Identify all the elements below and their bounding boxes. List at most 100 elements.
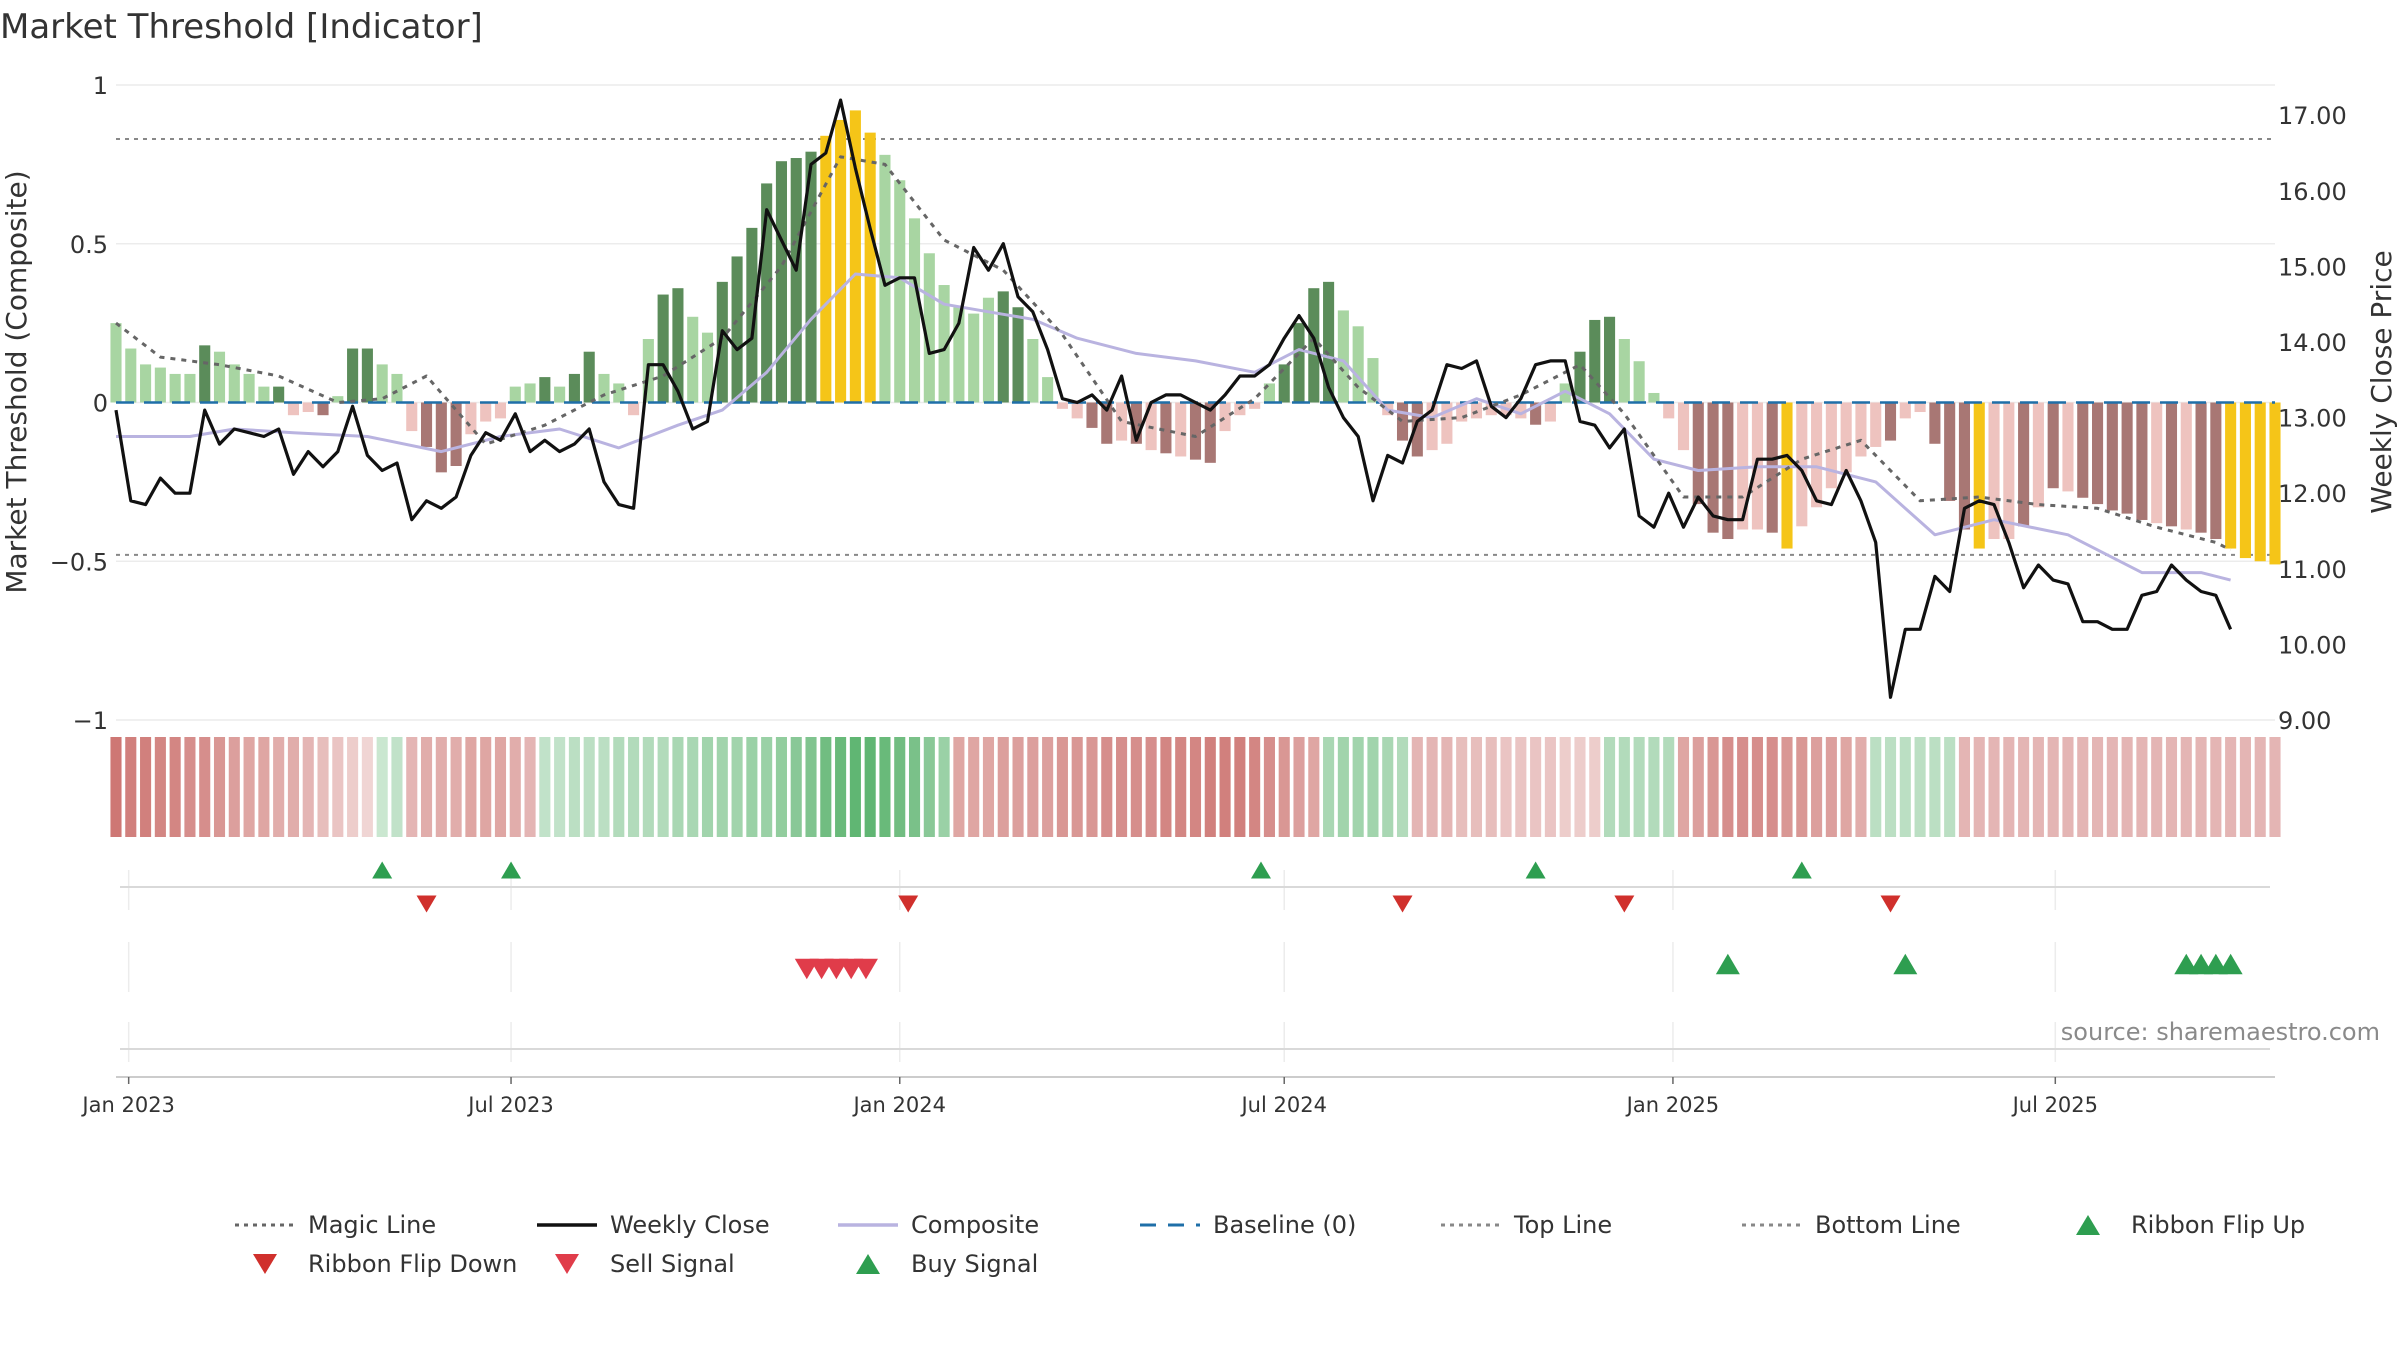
composite-bar	[1308, 288, 1320, 403]
chart-title: Market Threshold [Indicator]	[0, 7, 483, 47]
composite-bar	[213, 351, 226, 403]
composite-bar	[1175, 402, 1187, 457]
ribbon-cell	[1618, 737, 1630, 837]
composite-bar	[2077, 402, 2089, 498]
weekly-close-line	[114, 98, 2233, 699]
composite-bar	[2003, 402, 2015, 540]
legend-item: Composite	[838, 1211, 1039, 1239]
ribbon-cell	[716, 737, 728, 837]
composite-bar	[1929, 402, 1941, 444]
ribbon-cell	[406, 737, 418, 837]
composite-bars	[110, 110, 2281, 565]
ribbon-cell	[1042, 737, 1054, 837]
ribbon-flip-up-marker	[372, 861, 393, 879]
ribbon-cell	[2225, 737, 2237, 837]
buy-signal-marker	[2218, 953, 2243, 975]
composite-bar	[583, 351, 595, 403]
composite-bar	[2210, 402, 2222, 540]
ribbon-cell	[1278, 737, 1290, 837]
ribbon-cell	[1825, 737, 1837, 837]
composite-bar	[731, 256, 743, 403]
ribbon-cell	[1411, 737, 1423, 837]
composite-bar	[864, 132, 876, 403]
ribbon-cell	[1116, 737, 1128, 837]
ribbon-cell	[1130, 737, 1142, 837]
ribbon-cell	[1175, 737, 1187, 837]
legend-label: Composite	[911, 1211, 1039, 1239]
composite-bar	[1426, 402, 1438, 451]
composite-bar	[2018, 402, 2030, 527]
ribbon-cell	[494, 737, 507, 837]
y-tick-left: 0.5	[70, 231, 108, 259]
composite-bar	[228, 364, 240, 403]
composite-bar	[1825, 402, 1837, 489]
ribbon-cell	[1899, 737, 1911, 837]
y-tick-right: 9.00	[2278, 707, 2331, 735]
ribbon-cell	[864, 737, 876, 837]
composite-bar	[790, 158, 802, 403]
ribbon-cell	[1840, 737, 1852, 837]
ribbon-cell	[1249, 737, 1261, 837]
ribbon-cell	[243, 737, 255, 837]
legend-item: Weekly Close	[537, 1211, 770, 1239]
composite-bar	[184, 373, 196, 403]
y-tick-right: 11.00	[2278, 556, 2347, 584]
ribbon-cell	[2254, 737, 2266, 837]
ribbon-cell	[199, 737, 211, 837]
ribbon-cell	[2180, 737, 2192, 837]
composite-bar	[332, 396, 344, 403]
composite-bar	[2195, 402, 2207, 533]
composite-bar	[1663, 402, 1675, 419]
ribbon-flip-up-marker	[1791, 861, 1812, 879]
ribbon-cell	[1958, 737, 1971, 837]
composite-bar	[968, 313, 980, 403]
ribbon-cell	[1766, 737, 1778, 837]
composite-bar	[1071, 402, 1083, 419]
ribbon-cell	[1988, 737, 2000, 837]
ribbon-cell	[687, 737, 699, 837]
threshold-ribbon	[110, 737, 2281, 837]
legend: Magic Line Weekly Close Composite Baseline …	[235, 1211, 2305, 1278]
composite-line	[116, 272, 2231, 582]
ribbon-cell	[391, 737, 403, 837]
legend-item: Top Line	[1441, 1211, 1612, 1239]
composite-bar	[1323, 281, 1335, 403]
x-tick-label: Jan 2024	[851, 1093, 946, 1117]
composite-bar	[243, 373, 255, 403]
ribbon-cell	[450, 737, 462, 837]
composite-bar	[1944, 402, 1956, 501]
ribbon-cell	[1426, 737, 1438, 837]
ribbon-cell	[923, 737, 935, 837]
y-tick-right: 13.00	[2278, 405, 2347, 433]
composite-bar	[1722, 402, 1734, 540]
legend-label: Ribbon Flip Down	[308, 1250, 517, 1278]
legend-item: Baseline (0)	[1140, 1211, 1356, 1239]
legend-label: Weekly Close	[610, 1211, 770, 1239]
ribbon-cell	[1145, 737, 1157, 837]
composite-bar	[2062, 402, 2074, 492]
ribbon-cell	[1648, 737, 1660, 837]
ribbon-cell	[908, 737, 921, 837]
buy-signal-marker	[1893, 953, 1918, 975]
composite-bar	[1189, 402, 1202, 460]
ribbon-cell	[2032, 737, 2044, 837]
ribbon-cell	[701, 737, 714, 837]
composite-bar	[480, 402, 492, 422]
ribbon-cell	[1604, 737, 1616, 837]
x-tick-label: Jan 2023	[80, 1093, 175, 1117]
composite-bar	[1219, 402, 1231, 432]
composite-bar	[347, 348, 359, 403]
legend-swatch	[555, 1254, 579, 1274]
composite-bar	[1249, 402, 1261, 409]
composite-bar	[1840, 402, 1852, 473]
ribbon-cell	[2195, 737, 2207, 837]
composite-bar	[657, 294, 669, 403]
composite-bar	[1855, 402, 1867, 457]
ribbon-cell	[849, 737, 861, 837]
y-tick-right: 10.00	[2278, 631, 2347, 659]
composite-bar	[1042, 377, 1054, 403]
ribbon-cell	[1234, 737, 1246, 837]
composite-bar	[302, 402, 314, 413]
legend-item: Bottom Line	[1742, 1211, 1961, 1239]
y-tick-right: 16.00	[2278, 178, 2347, 206]
